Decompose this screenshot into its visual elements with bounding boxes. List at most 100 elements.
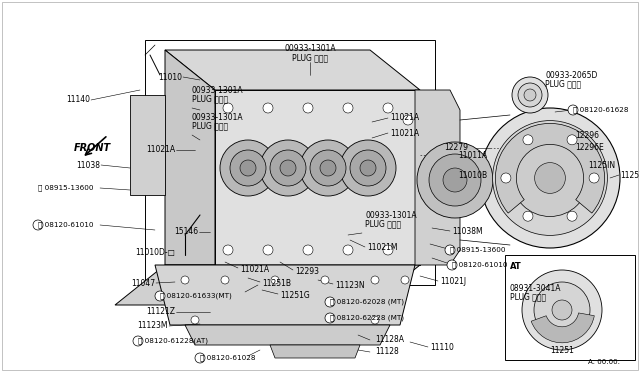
Text: 11251G: 11251G <box>280 291 310 299</box>
Circle shape <box>523 135 533 145</box>
Text: 11047: 11047 <box>131 279 155 288</box>
Circle shape <box>567 135 577 145</box>
Circle shape <box>524 89 536 101</box>
Text: 11038: 11038 <box>76 160 100 170</box>
Circle shape <box>447 260 457 270</box>
Circle shape <box>443 168 467 192</box>
Circle shape <box>429 154 481 206</box>
Circle shape <box>280 160 296 176</box>
Circle shape <box>230 150 266 186</box>
Wedge shape <box>531 313 595 343</box>
Polygon shape <box>185 325 390 345</box>
Polygon shape <box>165 50 420 90</box>
Text: PLUG プラグ: PLUG プラグ <box>192 94 228 103</box>
Text: 11010: 11010 <box>158 73 182 81</box>
Circle shape <box>511 140 589 217</box>
Polygon shape <box>155 265 415 325</box>
Circle shape <box>383 245 393 255</box>
Circle shape <box>221 276 229 284</box>
Circle shape <box>493 121 607 235</box>
Circle shape <box>501 173 511 183</box>
Text: 1125IN: 1125IN <box>588 160 615 170</box>
Bar <box>505 255 635 360</box>
Text: Ⓑ 08120-61010: Ⓑ 08120-61010 <box>452 262 508 268</box>
Text: A: 00:00:: A: 00:00: <box>588 359 620 365</box>
Circle shape <box>303 245 313 255</box>
Circle shape <box>33 220 43 230</box>
Text: 11038M: 11038M <box>452 228 483 237</box>
Circle shape <box>340 140 396 196</box>
Circle shape <box>512 77 548 113</box>
Text: 11021A: 11021A <box>146 145 175 154</box>
Text: Ⓑ 08120-62228 (MT): Ⓑ 08120-62228 (MT) <box>330 315 404 321</box>
Circle shape <box>445 245 455 255</box>
Circle shape <box>534 282 590 338</box>
Text: 11251: 11251 <box>550 346 574 355</box>
Polygon shape <box>115 265 420 305</box>
Text: 08931-3041A: 08931-3041A <box>510 284 561 293</box>
Text: Ⓑ 08120-61633(MT): Ⓑ 08120-61633(MT) <box>160 293 232 299</box>
Text: 11011A: 11011A <box>458 151 487 160</box>
Text: 11021M: 11021M <box>367 244 397 253</box>
Text: Ⓑ 08120-61028: Ⓑ 08120-61028 <box>200 355 255 361</box>
Text: 00933-1301A: 00933-1301A <box>192 113 244 122</box>
Text: PLUG プラグ: PLUG プラグ <box>545 79 581 88</box>
Text: 11021A: 11021A <box>240 266 269 275</box>
Text: 11010B: 11010B <box>458 170 487 180</box>
Circle shape <box>350 150 386 186</box>
Circle shape <box>195 353 205 363</box>
Circle shape <box>371 276 379 284</box>
Circle shape <box>343 245 353 255</box>
Circle shape <box>223 245 233 255</box>
Wedge shape <box>495 124 605 213</box>
Circle shape <box>518 83 542 107</box>
Circle shape <box>523 211 533 221</box>
Text: 11128A: 11128A <box>375 336 404 344</box>
Polygon shape <box>415 90 460 265</box>
Circle shape <box>260 140 316 196</box>
Text: 12296: 12296 <box>575 131 599 140</box>
Text: 12293: 12293 <box>295 267 319 276</box>
Circle shape <box>568 105 578 115</box>
Text: 11123M: 11123M <box>138 321 168 330</box>
Text: 11140: 11140 <box>66 96 90 105</box>
Text: 11110: 11110 <box>430 343 454 353</box>
Circle shape <box>220 140 276 196</box>
Circle shape <box>300 140 356 196</box>
Circle shape <box>303 103 313 113</box>
Text: 11251B: 11251B <box>262 279 291 288</box>
Text: 11021A: 11021A <box>390 113 419 122</box>
Text: FRONT: FRONT <box>74 143 111 153</box>
Text: PLUG プラグ: PLUG プラグ <box>365 219 401 228</box>
Circle shape <box>133 336 143 346</box>
Circle shape <box>480 108 620 248</box>
Polygon shape <box>165 50 215 265</box>
Polygon shape <box>270 345 360 358</box>
Circle shape <box>417 142 493 218</box>
Text: PLUG プラグ: PLUG プラグ <box>510 292 546 301</box>
Circle shape <box>240 160 256 176</box>
Circle shape <box>320 160 336 176</box>
Circle shape <box>271 276 279 284</box>
Text: 11021J: 11021J <box>440 278 466 286</box>
Circle shape <box>321 276 329 284</box>
Circle shape <box>223 103 233 113</box>
Text: ⓵ 08915-13600: ⓵ 08915-13600 <box>38 185 93 191</box>
Text: Ⓑ 08120-61228(AT): Ⓑ 08120-61228(AT) <box>138 338 208 344</box>
Text: PLUG プラグ: PLUG プラグ <box>292 53 328 62</box>
Text: 15146: 15146 <box>174 228 198 237</box>
Text: Ⓑ 08120-62028 (MT): Ⓑ 08120-62028 (MT) <box>330 299 404 305</box>
Circle shape <box>360 160 376 176</box>
Circle shape <box>325 313 335 323</box>
Text: ⓵ 08915-13600: ⓵ 08915-13600 <box>450 247 506 253</box>
Circle shape <box>522 270 602 350</box>
Bar <box>145 40 435 285</box>
Circle shape <box>534 163 565 193</box>
Circle shape <box>383 103 393 113</box>
Circle shape <box>343 103 353 113</box>
Text: 12279: 12279 <box>444 144 468 153</box>
Circle shape <box>181 276 189 284</box>
Circle shape <box>401 276 409 284</box>
Circle shape <box>263 245 273 255</box>
Text: 00933-1301A: 00933-1301A <box>365 211 417 220</box>
